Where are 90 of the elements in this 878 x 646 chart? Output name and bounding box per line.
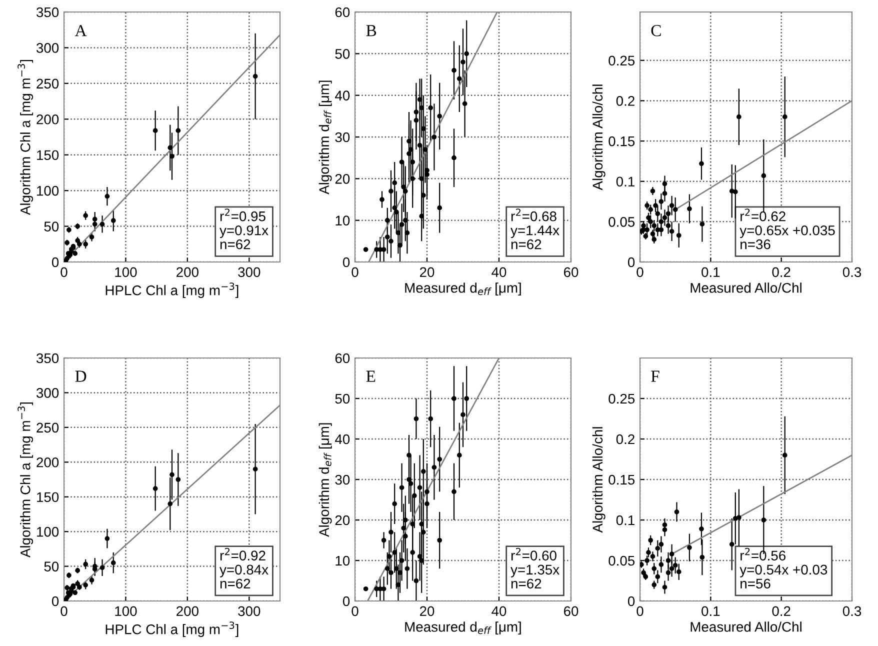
y-tick-label: 0 (628, 257, 635, 268)
x-tick-label: 40 (492, 267, 506, 278)
x-tick-label: 20 (420, 606, 434, 616)
x-tick-label: 0 (60, 606, 68, 616)
annotation: C (651, 25, 661, 36)
x-tick-label: 60 (564, 267, 578, 278)
y-tick-label: 350 (36, 353, 59, 364)
x-tick-label: 0 (636, 606, 644, 616)
y-tick-label: 0.25 (608, 394, 635, 404)
annotation: D (75, 370, 86, 382)
x-tick-label: 0.3 (842, 606, 862, 616)
y-axis-title: Algorithm Allo/chl (592, 427, 606, 533)
y-tick-label: 250 (36, 422, 59, 433)
y-tick-label: 150 (37, 492, 59, 502)
y-tick-label: 150 (37, 150, 59, 160)
y-tick-label: 50 (44, 562, 59, 572)
y-tick-label: 60 (335, 7, 350, 18)
annotation: A (74, 25, 87, 36)
y-tick-label: 300 (36, 43, 59, 53)
x-tick-label: 0 (60, 267, 68, 278)
x-axis-title: Measured d$_{eff}$ [μm] (405, 282, 521, 296)
annotation: r$^{2}$=0.56 y=0.54x +0.03 n=56 (740, 548, 828, 589)
x-tick-label: 40 (492, 606, 506, 616)
y-tick-label: 0.05 (608, 217, 635, 227)
x-tick-label: 0.1 (702, 267, 720, 278)
y-tick-label: 200 (36, 457, 59, 468)
y-tick-label: 0 (342, 257, 350, 268)
y-tick-label: 0.1 (616, 176, 634, 187)
y-axis-title: Algorithm Allo/chl (592, 84, 606, 190)
annotation: F (651, 370, 660, 382)
x-tick-label: 20 (420, 267, 434, 278)
y-tick-label: 0 (342, 596, 350, 606)
y-tick-label: 200 (36, 114, 59, 124)
x-tick-label: 0.2 (772, 606, 790, 616)
y-axis-title: Algorithm d$_{eff}$ [μm] (318, 423, 332, 537)
x-tick-label: 300 (238, 267, 260, 278)
x-axis-title: Measured Allo/Chl (690, 282, 802, 293)
annotation: r$^{2}$=0.92 y=0.84x n=62 (220, 548, 268, 589)
y-axis-title: Algorithm Chl a [mg m$^{−3}$] (18, 402, 34, 558)
annotation: B (366, 25, 376, 36)
y-tick-label: 0 (52, 257, 59, 268)
y-tick-label: 0 (52, 596, 59, 606)
x-tick-label: 60 (564, 606, 578, 616)
y-tick-label: 0 (628, 596, 635, 606)
y-tick-label: 40 (335, 434, 350, 444)
y-tick-label: 50 (335, 394, 350, 404)
x-tick-label: 100 (115, 267, 137, 278)
y-tick-label: 0.15 (608, 136, 635, 146)
y-tick-label: 50 (335, 49, 350, 59)
y-tick-label: 0.1 (616, 515, 634, 526)
x-axis-title: Measured d$_{eff}$ [μm] (405, 622, 521, 635)
x-axis-title: HPLC Chl a [mg m$^{−3}$] (106, 282, 238, 298)
annotation: r$^{2}$=0.60 y=1.35x n=62 (510, 548, 560, 589)
y-tick-label: 50 (44, 222, 59, 232)
y-tick-label: 10 (336, 556, 350, 566)
y-tick-label: 20 (335, 174, 350, 184)
annotation: r$^{2}$=0.62 y=0.65x +0.035 n=36 (740, 208, 835, 250)
x-tick-label: 200 (176, 606, 198, 616)
annotation: r$^{2}$=0.95 y=0.91x n=62 (220, 208, 268, 250)
y-tick-label: 10 (336, 216, 350, 226)
y-tick-label: 20 (335, 515, 350, 526)
x-axis-title: HPLC Chl a [mg m$^{−3}$] (106, 622, 238, 637)
y-tick-label: 350 (36, 7, 59, 18)
x-tick-label: 0 (352, 267, 358, 278)
y-tick-label: 300 (36, 388, 59, 398)
y-axis-title: Algorithm d$_{eff}$ [μm] (318, 80, 332, 194)
y-tick-label: 0.2 (616, 434, 634, 444)
annotation: r$^{2}$=0.68 y=1.44x n=62 (510, 208, 560, 250)
y-tick-label: 0.15 (608, 474, 635, 485)
y-tick-label: 30 (335, 474, 350, 485)
x-tick-label: 200 (176, 267, 198, 278)
y-tick-label: 100 (37, 526, 59, 537)
x-tick-label: 300 (238, 606, 260, 616)
y-tick-label: 0.25 (608, 56, 635, 66)
x-axis-title: Measured Allo/Chl (690, 622, 802, 632)
x-tick-label: 100 (115, 606, 137, 616)
x-tick-label: 0.3 (842, 267, 862, 278)
y-tick-label: 0.05 (608, 556, 635, 566)
x-tick-label: 0 (636, 267, 644, 278)
x-tick-label: 0.2 (772, 267, 790, 278)
y-tick-label: 100 (37, 186, 59, 196)
y-axis-title: Algorithm Chl a [mg m$^{−3}$] (18, 60, 34, 216)
x-tick-label: 0 (352, 606, 358, 616)
y-tick-label: 40 (335, 90, 350, 101)
y-tick-label: 250 (36, 78, 59, 89)
y-tick-label: 30 (335, 132, 350, 142)
y-tick-label: 0.2 (616, 96, 634, 106)
x-tick-label: 0.1 (702, 606, 720, 616)
y-tick-label: 60 (335, 353, 350, 364)
annotation: E (366, 370, 376, 382)
